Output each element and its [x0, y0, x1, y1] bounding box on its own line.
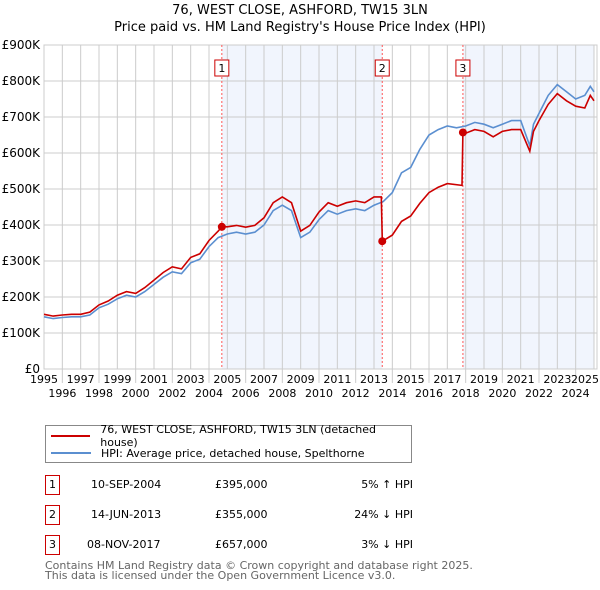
- x-tick-label: 2008: [268, 387, 296, 400]
- x-tick-label: 2022: [525, 387, 553, 400]
- sale-hpi-diff: 3% ↓ HPI: [361, 538, 413, 551]
- y-tick-label: £300K: [2, 254, 42, 268]
- y-tick-label: £0: [25, 362, 40, 376]
- chart-subtitle: Price paid vs. HM Land Registry's House …: [114, 20, 486, 35]
- sale-price: £355,000: [215, 508, 268, 521]
- series-line: [43, 83, 595, 320]
- sale-point: [458, 128, 467, 137]
- chart-title: 76, WEST CLOSE, ASHFORD, TW15 3LN: [172, 3, 428, 18]
- y-tick-label: £200K: [2, 290, 42, 304]
- sale-marker-label: 1: [218, 62, 225, 75]
- property-line-swatch: [51, 435, 91, 437]
- hpi-line-swatch: [51, 452, 91, 454]
- shaded-period: [462, 45, 594, 369]
- sale-point: [378, 237, 387, 246]
- x-tick-label: 2016: [415, 387, 443, 400]
- x-tick-label: 1995: [30, 373, 58, 386]
- transaction-row: 2 14-JUN-2013 £355,000 24% ↓ HPI: [45, 505, 445, 525]
- sale-hpi-diff: 24% ↓ HPI: [354, 508, 413, 521]
- x-tick-label: 2019: [470, 373, 498, 386]
- x-tick-label: 2007: [250, 373, 278, 386]
- sale-marker-label: 2: [379, 62, 386, 75]
- y-tick-label: £100K: [2, 326, 42, 340]
- x-tick-label: 1999: [103, 373, 131, 386]
- price-chart: £0 £100K £200K £300K £400K £500K £600K £700K £80…: [2, 38, 599, 400]
- x-tick-label: 2011: [323, 373, 351, 386]
- x-tick-label: 1998: [85, 387, 113, 400]
- y-tick-label: £700K: [2, 110, 42, 124]
- x-tick-label: 2024: [562, 387, 590, 400]
- x-tick-label: 2013: [360, 373, 388, 386]
- sale-point: [217, 222, 226, 231]
- footer-copyright: Contains HM Land Registry data © Crown c…: [45, 559, 473, 572]
- transaction-row: 3 08-NOV-2017 £657,000 3% ↓ HPI: [45, 535, 445, 555]
- x-tick-label: 2021: [507, 373, 535, 386]
- x-tick-label: 2023: [543, 373, 571, 386]
- plot-frame: [43, 44, 598, 370]
- x-tick-label: 1996: [48, 387, 76, 400]
- legend: 76, WEST CLOSE, ASHFORD, TW15 3LN (detac…: [45, 423, 412, 463]
- sale-marker-box: [214, 59, 230, 77]
- x-tick-label: 2001: [140, 373, 168, 386]
- y-tick-label: £400K: [2, 218, 42, 232]
- sale-date: 10-SEP-2004: [91, 478, 162, 491]
- x-tick-label: 2002: [158, 387, 186, 400]
- x-tick-label: 1997: [67, 373, 95, 386]
- x-tick-label: 2014: [378, 387, 406, 400]
- sale-number: 3: [45, 535, 60, 555]
- series-line: [43, 92, 595, 317]
- transaction-row: 1 10-SEP-2004 £395,000 5% ↑ HPI: [45, 475, 445, 495]
- x-tick-label: 2005: [213, 373, 241, 386]
- y-tick-label: £800K: [2, 74, 42, 88]
- legend-property: 76, WEST CLOSE, ASHFORD, TW15 3LN (detac…: [100, 423, 376, 449]
- x-tick-label: 2000: [122, 387, 150, 400]
- sale-date: 08-NOV-2017: [87, 538, 161, 551]
- sale-marker-box: [374, 59, 390, 77]
- x-tick-label: 2003: [177, 373, 205, 386]
- y-tick-label: £500K: [2, 182, 42, 196]
- legend-hpi: HPI: Average price, detached house, Spel…: [101, 446, 365, 460]
- sale-marker-label: 3: [459, 62, 466, 75]
- x-tick-label: 2025: [571, 373, 599, 386]
- sale-number: 1: [45, 475, 60, 495]
- x-tick-label: 2009: [287, 373, 315, 386]
- sale-price: £657,000: [215, 538, 268, 551]
- x-tick-label: 2010: [305, 387, 333, 400]
- y-tick-label: £900K: [2, 38, 42, 52]
- x-tick-label: 2018: [452, 387, 480, 400]
- sale-marker-box: [455, 59, 471, 77]
- sale-date: 14-JUN-2013: [91, 508, 162, 521]
- x-tick-label: 2020: [488, 387, 516, 400]
- sale-number: 2: [45, 505, 60, 525]
- footer-licence: This data is licensed under the Open Gov…: [45, 569, 396, 582]
- x-tick-label: 2015: [397, 373, 425, 386]
- x-tick-label: 2017: [433, 373, 461, 386]
- x-tick-label: 2004: [195, 387, 223, 400]
- sale-hpi-diff: 5% ↑ HPI: [361, 478, 413, 491]
- x-tick-label: 2012: [342, 387, 370, 400]
- y-tick-label: £600K: [2, 146, 42, 160]
- sale-price: £395,000: [215, 478, 268, 491]
- x-tick-label: 2006: [232, 387, 260, 400]
